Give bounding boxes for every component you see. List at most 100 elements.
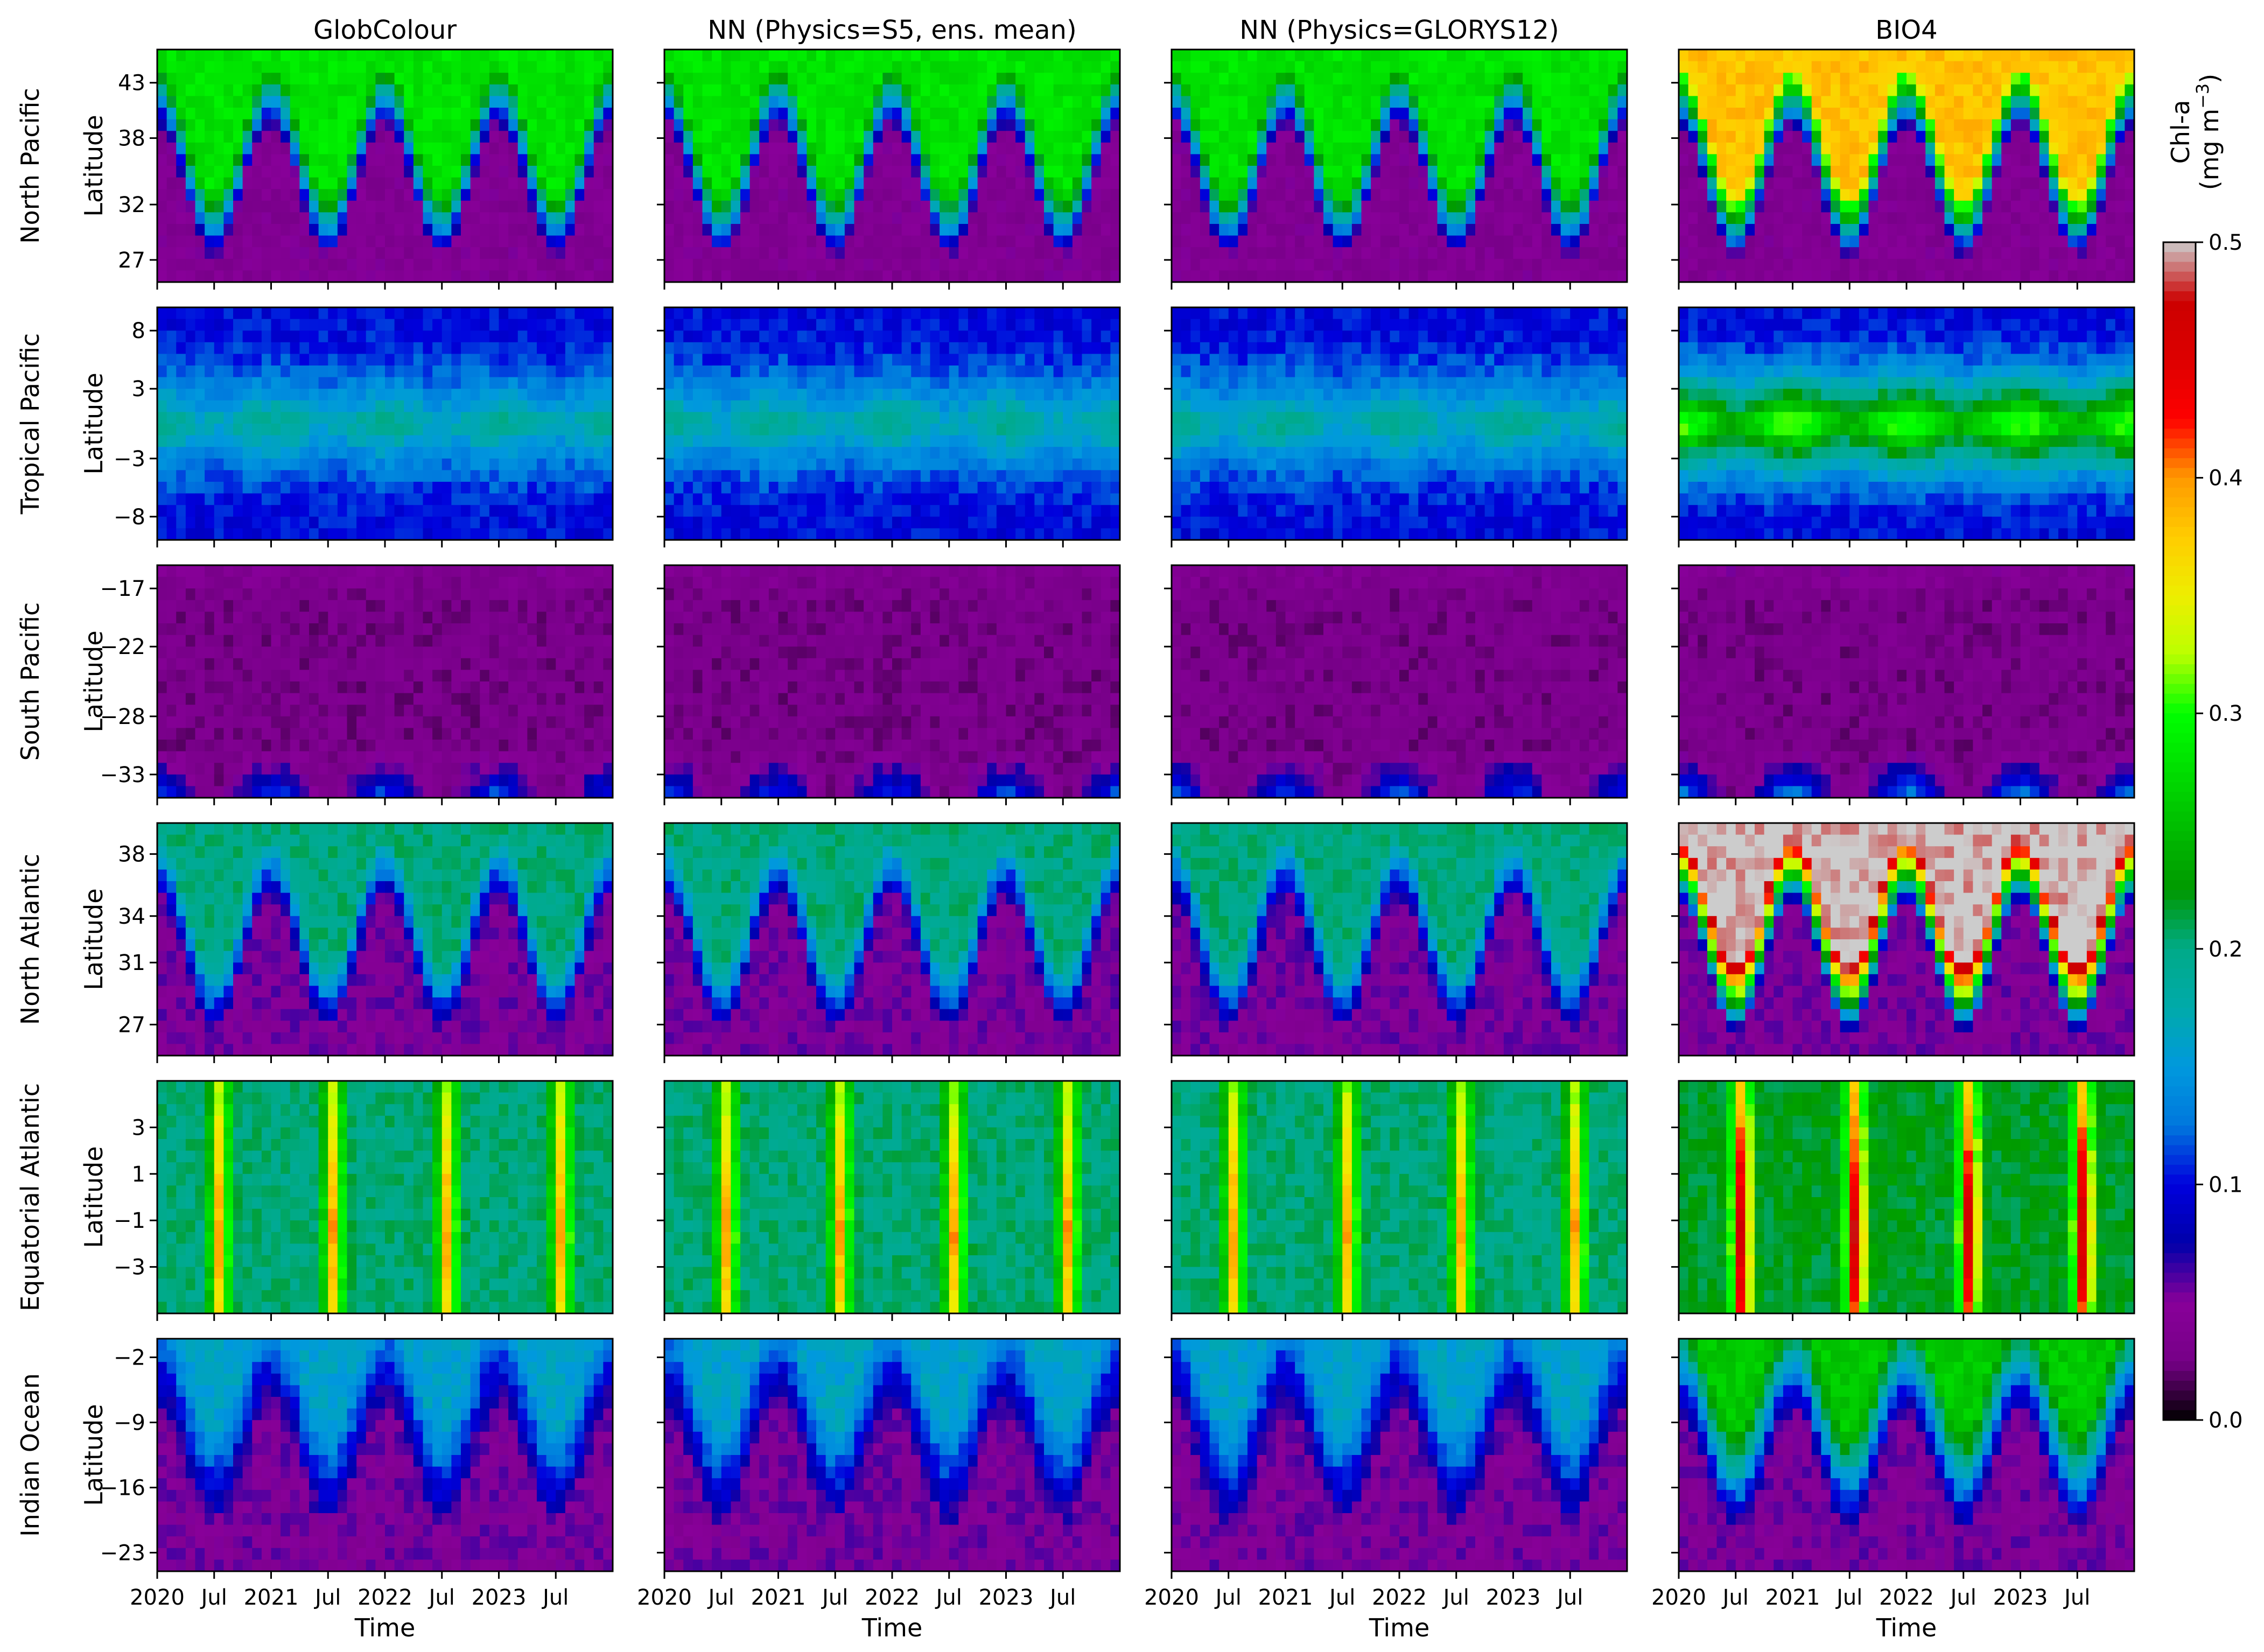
heatmap-cell [319,73,328,85]
heatmap-cell [797,224,807,236]
heatmap-cell [347,236,357,248]
heatmap-cell [527,85,537,96]
heatmap-cell [968,96,978,108]
heatmap-cell [1034,143,1044,154]
heatmap-cell [413,212,423,224]
heatmap-cell [404,131,413,143]
heatmap-cell [882,96,892,108]
heatmap-cell [338,96,347,108]
heatmap-cell [1025,212,1035,224]
heatmap-cell [1736,178,1746,189]
heatmap-cell [2087,270,2097,282]
heatmap-cell [731,61,740,73]
heatmap-cell [423,178,433,189]
heatmap-cell [1247,178,1257,189]
heatmap-cell [2115,108,2125,119]
heatmap-cell [1523,154,1532,166]
heatmap-cell [518,154,528,166]
heatmap-cell [451,61,461,73]
heatmap-cell [356,270,366,282]
heatmap-cell [779,73,788,85]
heatmap-cell [489,119,499,131]
heatmap-cell [1802,96,1812,108]
heatmap-cell [1257,247,1267,259]
heatmap-cell [1091,85,1101,96]
heatmap-cell [968,119,978,131]
heatmap-cell [176,61,186,73]
heatmap-cell [693,424,703,435]
heatmap-cell [413,470,423,482]
heatmap-cell [1190,270,1200,282]
heatmap-cell [1475,85,1485,96]
heatmap-cell [1617,270,1627,282]
heatmap-cell [537,201,546,213]
heatmap-cell [1101,212,1111,224]
heatmap-cell [603,143,613,154]
heatmap-cell [395,247,404,259]
heatmap-cell [1888,201,1897,213]
heatmap-cell [594,224,604,236]
heatmap-cell [290,377,300,389]
heatmap-cell [1916,270,1926,282]
heatmap-cell [518,247,528,259]
heatmap-cell [1580,73,1589,85]
heatmap-cell [1101,119,1111,131]
heatmap-cell [518,224,528,236]
heatmap-cell [1172,119,1181,131]
heatmap-cell [451,412,461,424]
heatmap-cell [546,319,556,331]
heatmap-cell [252,505,262,517]
heatmap-cell [1362,259,1371,271]
heatmap-cell [518,307,528,319]
heatmap-cell [1333,61,1343,73]
heatmap-cell [1964,212,1973,224]
heatmap-cell [356,365,366,377]
heatmap-cell [290,331,300,342]
heatmap-cell [319,505,328,517]
heatmap-cell [1172,201,1181,213]
heatmap-cell [432,389,442,400]
heatmap-cell [1831,73,1840,85]
heatmap-cell [978,189,987,201]
heatmap-cell [788,247,797,259]
heatmap-cell [461,400,471,412]
heatmap-cell [565,447,575,459]
heatmap-cell [750,154,760,166]
heatmap-cell [546,236,556,248]
heatmap-cell [546,354,556,365]
heatmap-cell [1475,50,1485,61]
heatmap-cell [271,212,281,224]
heatmap-cell [1688,189,1698,201]
heatmap-cell [338,201,347,213]
heatmap-cell [404,212,413,224]
heatmap-cell [1181,224,1191,236]
heatmap-cell [157,307,167,319]
heatmap-cell [594,435,604,447]
heatmap-cell [319,424,328,435]
heatmap-cell [1409,247,1419,259]
heatmap-cell [309,108,319,119]
heatmap-cell [527,201,537,213]
heatmap-cell [281,259,290,271]
heatmap-cell [214,424,224,435]
heatmap-cell [873,143,883,154]
heatmap-cell [1935,154,1945,166]
heatmap-cell [271,236,281,248]
heatmap-cell [1812,189,1821,201]
heatmap-cell [252,447,262,459]
heatmap-cell [243,482,253,494]
heatmap-cell [556,482,565,494]
heatmap-cell [1679,96,1688,108]
heatmap-cell [1513,178,1523,189]
heatmap-cell [271,178,281,189]
heatmap-cell [508,307,518,319]
heatmap-cell [432,131,442,143]
heatmap-cell [2058,259,2068,271]
heatmap-cell [1438,247,1447,259]
heatmap-cell [1840,85,1850,96]
heatmap-cell [712,166,721,178]
heatmap-cell [2001,143,2011,154]
heatmap-cell [1755,50,1764,61]
heatmap-cell [1295,270,1305,282]
heatmap-cell [1859,96,1869,108]
